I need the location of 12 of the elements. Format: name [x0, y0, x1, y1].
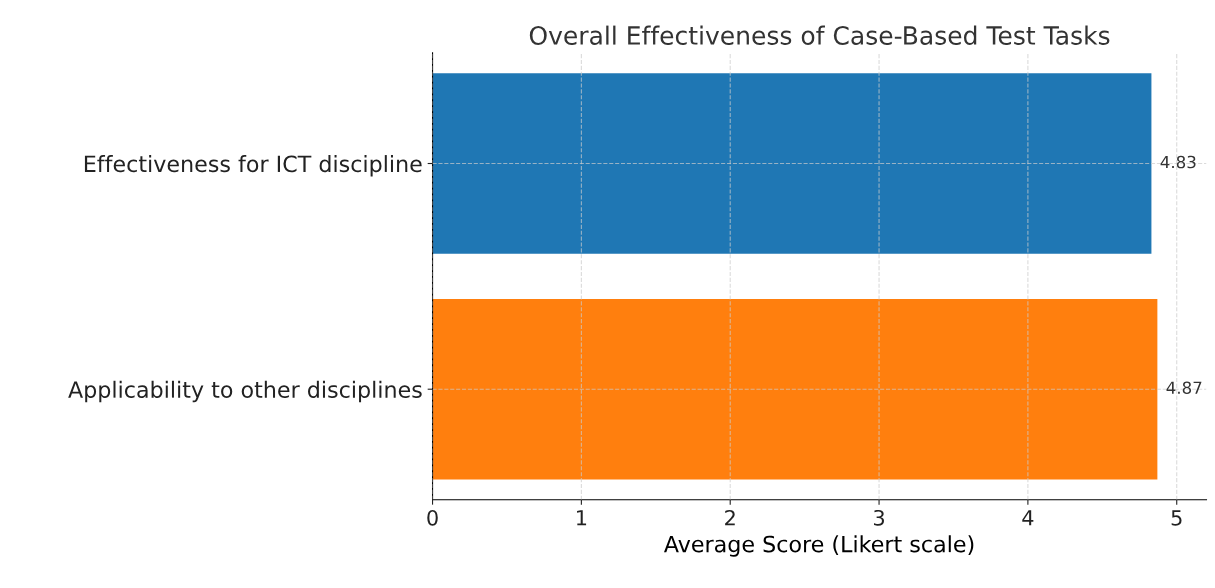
x-tick-label: 1	[577, 510, 587, 526]
data-label: 4.83	[1160, 155, 1196, 169]
y-tick-label: Effectiveness for ICT discipline	[84, 155, 422, 177]
x-tick-label: 5	[1171, 510, 1182, 526]
x-tick-label: 4	[1022, 510, 1034, 526]
chart-title: Overall Effectiveness of Case-Based Test Tasks	[529, 25, 1110, 45]
y-tick-label: Applicability to other disciplines	[68, 380, 422, 403]
x-tick-label: 2	[725, 509, 735, 526]
x-tick-label: 3	[874, 509, 885, 526]
x-axis-title: Average Score (Likert scale)	[663, 535, 974, 557]
data-label: 4.87	[1166, 381, 1202, 395]
x-tick-label: 0	[427, 509, 438, 526]
